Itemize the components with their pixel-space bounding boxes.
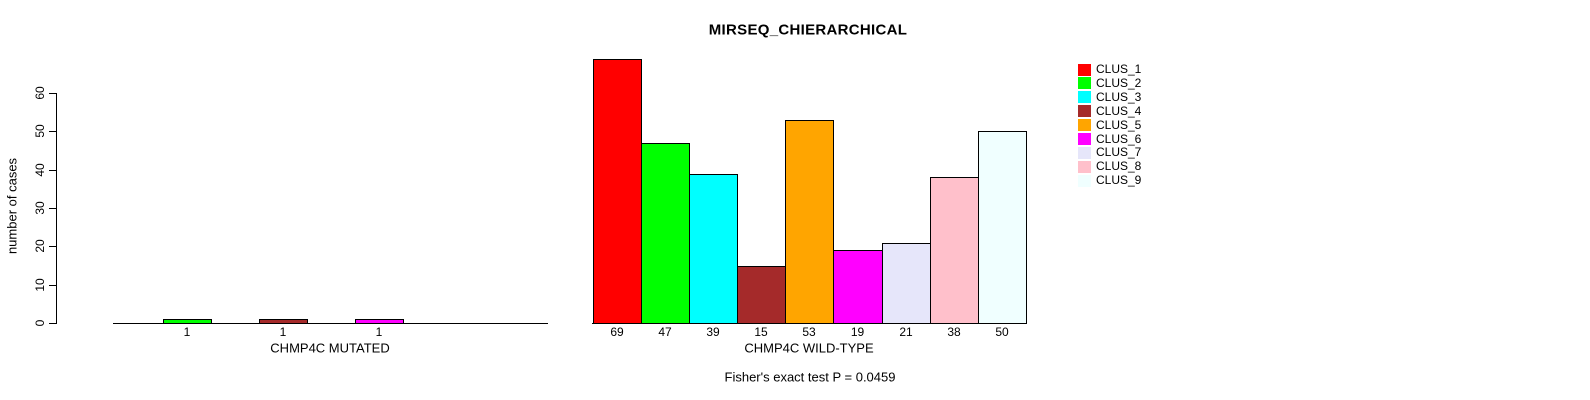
y-axis-tick-label-10: 10	[33, 278, 47, 292]
legend-label-CLUS_2: CLUS_2	[1096, 75, 1142, 90]
y-axis-tick-10	[49, 285, 56, 286]
legend-label-CLUS_7: CLUS_7	[1096, 145, 1142, 160]
legend-item-CLUS_6: CLUS_6	[1078, 131, 1142, 146]
legend-item-CLUS_2: CLUS_2	[1078, 75, 1142, 90]
legend: CLUS_1 CLUS_2 CLUS_3 CLUS_4 CLUS_5 CLUS_6 CLUS…	[1078, 63, 1158, 189]
y-axis-tick-label-40: 40	[33, 163, 47, 177]
x-axis-label-mutated: CHMP4C MUTATED	[270, 340, 390, 356]
bar-CLUS_6-mutated	[355, 319, 404, 324]
bar-CLUS_7-wild-type	[882, 243, 931, 324]
legend-swatch-CLUS_2	[1078, 77, 1091, 90]
bar-CLUS_6-wild-type	[833, 250, 883, 324]
bar-CLUS_2-wild-type	[641, 143, 690, 324]
y-axis-tick-0	[49, 323, 56, 324]
bar-CLUS_1-wild-type	[593, 59, 642, 324]
bar-label-CLUS_8-wild-type: 38	[947, 325, 961, 339]
y-axis-tick-label-0: 0	[33, 319, 47, 327]
y-axis-line	[56, 93, 57, 324]
y-axis-tick-50	[49, 131, 56, 132]
legend-swatch-CLUS_9	[1078, 174, 1091, 187]
bar-CLUS_4-mutated	[259, 319, 308, 324]
bar-label-CLUS_5-wild-type: 53	[802, 325, 816, 339]
legend-item-CLUS_3: CLUS_3	[1078, 89, 1142, 104]
legend-swatch-CLUS_4	[1078, 105, 1091, 118]
x-axis-label-wild-type: CHMP4C WILD-TYPE	[744, 340, 874, 356]
y-axis-label: number of cases	[4, 157, 20, 255]
y-axis-tick-label-50: 50	[33, 124, 47, 138]
footnote-pvalue: Fisher's exact test P = 0.0459	[724, 369, 896, 385]
bar-CLUS_9-wild-type	[978, 131, 1027, 324]
x-axis-line-mutated	[113, 323, 548, 324]
bar-label-CLUS_4-wild-type: 15	[754, 325, 768, 339]
y-axis-tick-20	[49, 246, 56, 247]
legend-swatch-CLUS_8	[1078, 160, 1091, 173]
bar-CLUS_4-wild-type	[737, 266, 786, 324]
legend-item-CLUS_8: CLUS_8	[1078, 160, 1141, 173]
bar-CLUS_3-wild-type	[689, 174, 738, 324]
y-axis-tick-label-30: 30	[33, 201, 47, 215]
bar-label-CLUS_4-mutated: 1	[279, 325, 287, 339]
bar-label-CLUS_9-wild-type: 50	[995, 325, 1009, 339]
chart-title: MIRSEQ_CHIERARCHICAL	[708, 21, 908, 39]
legend-swatch-CLUS_1	[1078, 63, 1091, 76]
bar-label-CLUS_2-mutated: 1	[183, 325, 191, 339]
legend-label-CLUS_4: CLUS_4	[1096, 103, 1142, 118]
bar-label-CLUS_2-wild-type: 47	[658, 325, 672, 339]
bar-label-CLUS_7-wild-type: 21	[899, 325, 913, 339]
bar-CLUS_8-wild-type	[930, 177, 979, 324]
legend-item-CLUS_5: CLUS_5	[1078, 117, 1142, 132]
y-axis-tick-30	[49, 208, 56, 209]
y-axis-tick-40	[49, 170, 56, 171]
y-axis-tick-label-60: 60	[33, 86, 47, 100]
bar-label-CLUS_3-wild-type: 39	[706, 325, 720, 339]
legend-item-CLUS_4: CLUS_4	[1078, 103, 1142, 118]
y-axis-tick-label-20: 20	[33, 239, 47, 253]
legend-swatch-CLUS_5	[1078, 119, 1091, 132]
legend-label-CLUS_3: CLUS_3	[1096, 89, 1142, 104]
bar-CLUS_5-wild-type	[785, 120, 834, 324]
legend-swatch-CLUS_7	[1078, 146, 1091, 159]
legend-swatch-CLUS_3	[1078, 91, 1091, 104]
legend-label-CLUS_1: CLUS_1	[1096, 62, 1142, 76]
bar-label-CLUS_1-wild-type: 69	[610, 325, 624, 339]
bar-CLUS_2-mutated	[163, 319, 212, 324]
y-axis-tick-60	[49, 93, 56, 94]
bar-label-CLUS_6-mutated: 1	[375, 325, 383, 339]
legend-item-CLUS_1: CLUS_1	[1078, 63, 1141, 76]
legend-item-CLUS_7: CLUS_7	[1078, 146, 1141, 159]
legend-label-CLUS_6: CLUS_6	[1096, 131, 1142, 146]
legend-label-CLUS_5: CLUS_5	[1096, 117, 1142, 132]
legend-label-CLUS_8: CLUS_8	[1096, 159, 1142, 174]
legend-swatch-CLUS_6	[1078, 133, 1091, 145]
legend-item-CLUS_9: CLUS_9	[1078, 174, 1141, 187]
bar-label-CLUS_6-wild-type: 19	[850, 325, 865, 339]
legend-label-CLUS_9: CLUS_9	[1096, 173, 1142, 188]
